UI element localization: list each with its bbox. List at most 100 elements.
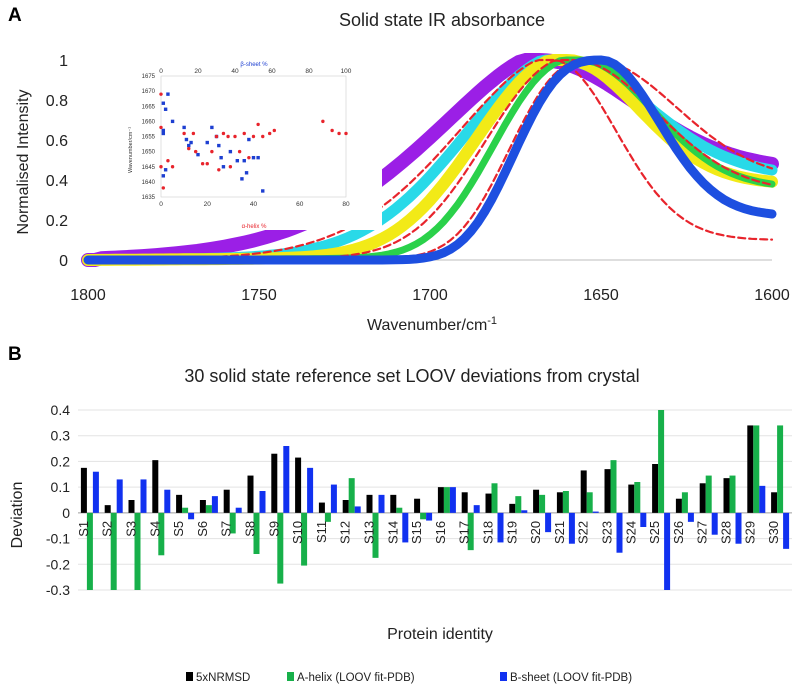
bar-s2-series-2 bbox=[110, 512, 117, 590]
category-label-s21: S21 bbox=[552, 521, 567, 544]
bar-s22-series-1 bbox=[580, 470, 587, 513]
category-label-s1: S1 bbox=[76, 521, 91, 537]
inset-alpha-helix-point bbox=[191, 131, 196, 136]
inset-beta-sheet-point bbox=[170, 119, 175, 124]
inset-alpha-helix-point bbox=[256, 122, 260, 127]
inset-beta-sheet-point bbox=[161, 131, 166, 136]
inset-top-axis-title: β-sheet % bbox=[240, 62, 268, 68]
inset-top-tick-label: 40 bbox=[231, 68, 239, 75]
legend-swatch bbox=[186, 672, 193, 681]
panel-b-legend: 5xNRMSD A-helix (LOOV fit-PDB) B-sheet (LO… bbox=[186, 672, 632, 684]
inset-alpha-helix-point bbox=[187, 146, 191, 151]
bar-s10-series-3 bbox=[307, 467, 314, 513]
inset-y-tick-label: 1655 bbox=[142, 135, 156, 141]
bar-s1-series-1 bbox=[80, 467, 87, 513]
inset-beta-sheet-point bbox=[235, 159, 240, 163]
bar-s6-series-2 bbox=[205, 505, 212, 513]
inset-beta-sheet-point bbox=[182, 125, 186, 130]
bar-s4-series-1 bbox=[152, 460, 159, 513]
panel-a-y-tick-label: 0.6 bbox=[46, 133, 68, 150]
inset-y-tick-label: 1640 bbox=[142, 180, 156, 186]
panel-a-x-axis-title: Wavenumber/cm-1 bbox=[367, 315, 497, 334]
inset-alpha-helix-point bbox=[272, 128, 277, 133]
panel-b-y-tick-label: -0.3 bbox=[46, 582, 70, 598]
bar-s22-series-3 bbox=[592, 511, 599, 513]
bar-s14-series-3 bbox=[402, 512, 409, 543]
inset-beta-sheet-point bbox=[256, 155, 260, 160]
bar-s7-series-1 bbox=[223, 489, 230, 513]
inset-beta-sheet-point bbox=[163, 168, 168, 172]
bar-s23-series-3 bbox=[616, 512, 623, 553]
inset-y-tick-label: 1645 bbox=[142, 165, 156, 171]
panel-b: B 30 solid state reference set LOOV devi… bbox=[8, 344, 792, 684]
inset-beta-sheet-point bbox=[187, 143, 191, 148]
bar-s13-series-1 bbox=[366, 494, 373, 513]
bar-s4-series-3 bbox=[164, 489, 171, 513]
category-label-s23: S23 bbox=[600, 521, 615, 544]
inset-y-tick-label: 1660 bbox=[142, 119, 156, 125]
bar-s20-series-1 bbox=[533, 489, 540, 513]
inset-bottom-tick-label: 40 bbox=[250, 201, 258, 208]
inset-alpha-helix-point bbox=[200, 162, 205, 166]
category-label-s27: S27 bbox=[695, 521, 710, 544]
bar-s17-series-2 bbox=[467, 512, 474, 551]
bar-s10-series-1 bbox=[295, 457, 302, 513]
panel-b-label: B bbox=[8, 344, 22, 365]
inset-y-tick-label: 1635 bbox=[142, 195, 156, 201]
inset-beta-sheet-point bbox=[217, 143, 221, 148]
inset-beta-sheet-point bbox=[166, 92, 170, 96]
bar-s22-series-2 bbox=[586, 492, 593, 513]
bar-s14-series-2 bbox=[396, 507, 403, 513]
x-axis-title-text: Wavenumber/cm bbox=[367, 317, 487, 334]
inset-beta-sheet-point bbox=[242, 159, 246, 163]
inset-top-tick-label: 80 bbox=[305, 68, 313, 75]
bar-s5-series-2 bbox=[182, 507, 189, 513]
bar-s3-series-3 bbox=[140, 479, 147, 513]
bar-s8-series-3 bbox=[259, 491, 266, 513]
inset-beta-sheet-point bbox=[161, 101, 166, 105]
inset-bottom-tick-label: 60 bbox=[296, 201, 304, 208]
panel-b-y-tick-label: 0.2 bbox=[51, 453, 71, 469]
panel-a-y-tick-label: 0.8 bbox=[46, 93, 68, 110]
inset-beta-sheet-point bbox=[205, 140, 209, 145]
panel-a-x-tick-label: 1600 bbox=[754, 287, 790, 304]
inset-alpha-helix-point bbox=[261, 134, 265, 139]
inset-beta-sheet-point bbox=[221, 165, 226, 169]
inset-bottom-tick-label: 80 bbox=[342, 201, 350, 208]
bar-s16-series-2 bbox=[443, 487, 450, 513]
category-label-s6: S6 bbox=[195, 521, 210, 537]
bar-s5-series-1 bbox=[176, 494, 183, 513]
inset-beta-sheet-point bbox=[196, 152, 200, 157]
bar-s2-series-1 bbox=[104, 505, 111, 513]
inset-alpha-helix-point bbox=[344, 131, 348, 136]
bar-s23-series-1 bbox=[604, 469, 611, 513]
category-label-s13: S13 bbox=[362, 521, 377, 544]
panel-b-y-tick-label: 0.4 bbox=[51, 402, 71, 418]
category-label-s26: S26 bbox=[671, 521, 686, 544]
bar-s27-series-1 bbox=[699, 483, 706, 513]
inset-alpha-helix-point bbox=[159, 92, 163, 96]
bar-s7-series-3 bbox=[235, 507, 242, 513]
bar-s7-series-2 bbox=[229, 512, 236, 534]
panel-a-x-ticks: 1800 1750 1700 1650 1600 bbox=[70, 287, 790, 304]
bar-s3-series-1 bbox=[128, 500, 135, 513]
bar-s28-series-3 bbox=[735, 512, 742, 544]
bar-s8-series-2 bbox=[253, 512, 260, 554]
inset-alpha-helix-point bbox=[193, 149, 198, 154]
bar-s19-series-1 bbox=[509, 503, 516, 513]
inset-beta-sheet-point bbox=[244, 171, 249, 175]
inset-y-axis-title: Wavenumber/cm⁻¹ bbox=[128, 127, 134, 173]
inset-alpha-helix-point bbox=[251, 134, 256, 139]
bar-s12-series-3 bbox=[354, 506, 361, 513]
panel-a: A Solid state IR absorbance 0 0.2 0.4 0.6 0.… bbox=[8, 5, 790, 334]
bar-s9-series-2 bbox=[277, 512, 284, 584]
category-label-s10: S10 bbox=[290, 521, 305, 544]
inset-top-tick-label: 20 bbox=[194, 68, 202, 75]
panel-b-y-tick-label: 0 bbox=[62, 505, 70, 521]
bar-s19-series-2 bbox=[515, 496, 522, 513]
category-label-s9: S9 bbox=[266, 521, 281, 537]
inset-beta-sheet-point bbox=[210, 125, 214, 130]
inset-alpha-helix-point bbox=[182, 131, 186, 136]
